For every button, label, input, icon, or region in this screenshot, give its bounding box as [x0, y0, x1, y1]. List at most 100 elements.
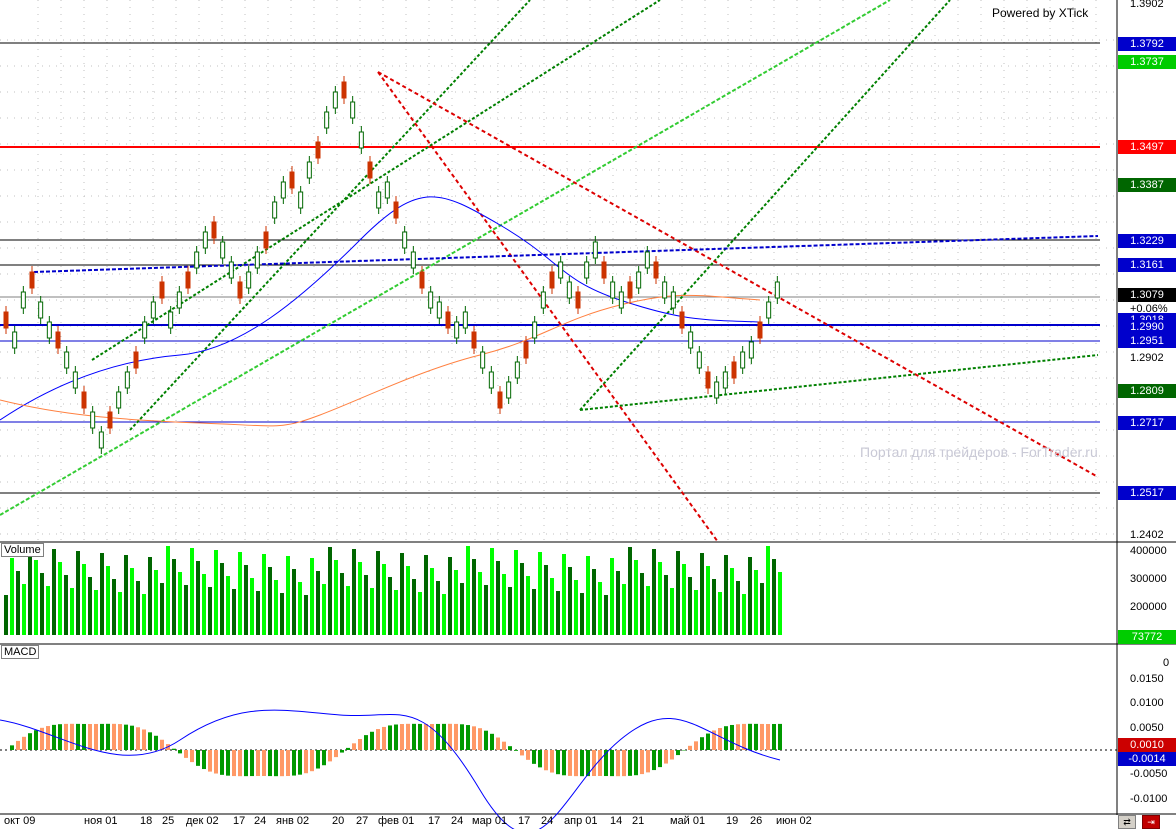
volume-bar: [352, 549, 356, 635]
macd-bar: [760, 723, 764, 750]
volume-bar: [262, 554, 266, 635]
macd-bar: [40, 727, 44, 750]
candle-body: [558, 261, 564, 279]
candle-body: [540, 291, 546, 309]
macd-bar: [772, 723, 776, 750]
candle-body: [358, 131, 364, 149]
macd-tick: 0.0150: [1130, 673, 1164, 685]
date-tick: ноя 01: [84, 815, 118, 827]
volume-bar: [418, 592, 422, 635]
candle-body: [462, 311, 468, 329]
volume-tick: 300000: [1130, 573, 1167, 585]
candle-body: [393, 201, 399, 219]
macd-bar: [592, 750, 596, 777]
volume-bar: [676, 551, 680, 635]
macd-bar: [400, 724, 404, 750]
volume-bar: [328, 547, 332, 635]
macd-bar: [424, 723, 428, 750]
macd-bar: [88, 723, 92, 750]
volume-bar: [742, 594, 746, 635]
trend-line: [377, 71, 1099, 478]
macd-bar: [46, 726, 50, 750]
volume-bar: [634, 560, 638, 635]
volume-bar: [214, 550, 218, 635]
date-tick: апр 01: [564, 815, 598, 827]
candle-body: [376, 191, 382, 209]
macd-bar: [148, 732, 152, 750]
volume-bar: [226, 576, 230, 635]
candle-body: [610, 281, 616, 299]
macd-bar: [100, 723, 104, 750]
macd-bar: [508, 746, 512, 750]
volume-bar: [514, 550, 518, 635]
macd-bar: [520, 750, 524, 756]
candle-body: [488, 371, 494, 389]
macd-bar: [616, 750, 620, 777]
volume-bar: [580, 593, 584, 635]
candle-body: [445, 311, 451, 329]
trend-line: [91, 0, 661, 361]
volume-bar: [508, 587, 512, 635]
macd-bar: [310, 750, 314, 772]
macd-bar: [286, 750, 290, 777]
candle-body: [3, 311, 9, 329]
volume-bar: [550, 578, 554, 635]
macd-bar: [598, 750, 602, 777]
volume-bar: [4, 595, 8, 635]
macd-bar: [64, 723, 68, 750]
volume-current-box: 73772: [1118, 630, 1176, 644]
candle-body: [566, 281, 572, 299]
volume-bar: [16, 571, 20, 635]
date-tick: фев 01: [378, 815, 415, 827]
macd-bar: [256, 750, 260, 777]
candle-body: [332, 91, 338, 109]
macd-bar: [778, 723, 782, 750]
date-tick: 24: [451, 815, 464, 827]
volume-bar: [682, 564, 686, 635]
macd-bar: [550, 750, 554, 773]
volume-bar: [382, 564, 386, 635]
macd-bar: [196, 750, 200, 766]
macd-bar: [496, 737, 500, 750]
macd-bar: [136, 727, 140, 750]
trend-line: [129, 0, 531, 431]
candle-body: [506, 381, 512, 399]
macd-bar: [706, 733, 710, 750]
macd-bar: [394, 724, 398, 750]
macd-bar: [718, 728, 722, 750]
macd-bar: [178, 750, 182, 754]
candle-body: [298, 191, 304, 209]
price-tick: 1.2902: [1130, 352, 1164, 364]
macd-bar: [250, 750, 254, 777]
macd-bar: [628, 750, 632, 776]
candle-body: [237, 281, 243, 299]
candle-body: [523, 341, 529, 359]
macd-bar: [460, 724, 464, 750]
volume-bar: [292, 569, 296, 635]
macd-bar: [580, 750, 584, 777]
exit-icon[interactable]: ⇥: [1142, 815, 1160, 829]
volume-bar: [76, 551, 80, 635]
volume-bar: [766, 546, 770, 635]
volume-bar: [616, 571, 620, 635]
candle-body: [549, 271, 555, 289]
macd-bar: [742, 723, 746, 750]
macd-bar: [640, 750, 644, 775]
date-tick: 17: [233, 815, 246, 827]
candle-body: [46, 321, 52, 339]
candle-body: [246, 271, 252, 289]
price-level-box: 1.2717: [1118, 416, 1176, 430]
macd-bar: [322, 750, 326, 766]
macd-bar: [22, 736, 26, 750]
macd-bar: [376, 729, 380, 750]
volume-bar: [376, 551, 380, 635]
volume-bar: [358, 562, 362, 635]
macd-bar: [382, 726, 386, 750]
volume-bar: [496, 561, 500, 635]
scroll-icon[interactable]: ⇄: [1118, 815, 1136, 829]
volume-bar: [490, 548, 494, 635]
macd-bar: [538, 750, 542, 768]
candle-body: [133, 351, 139, 369]
